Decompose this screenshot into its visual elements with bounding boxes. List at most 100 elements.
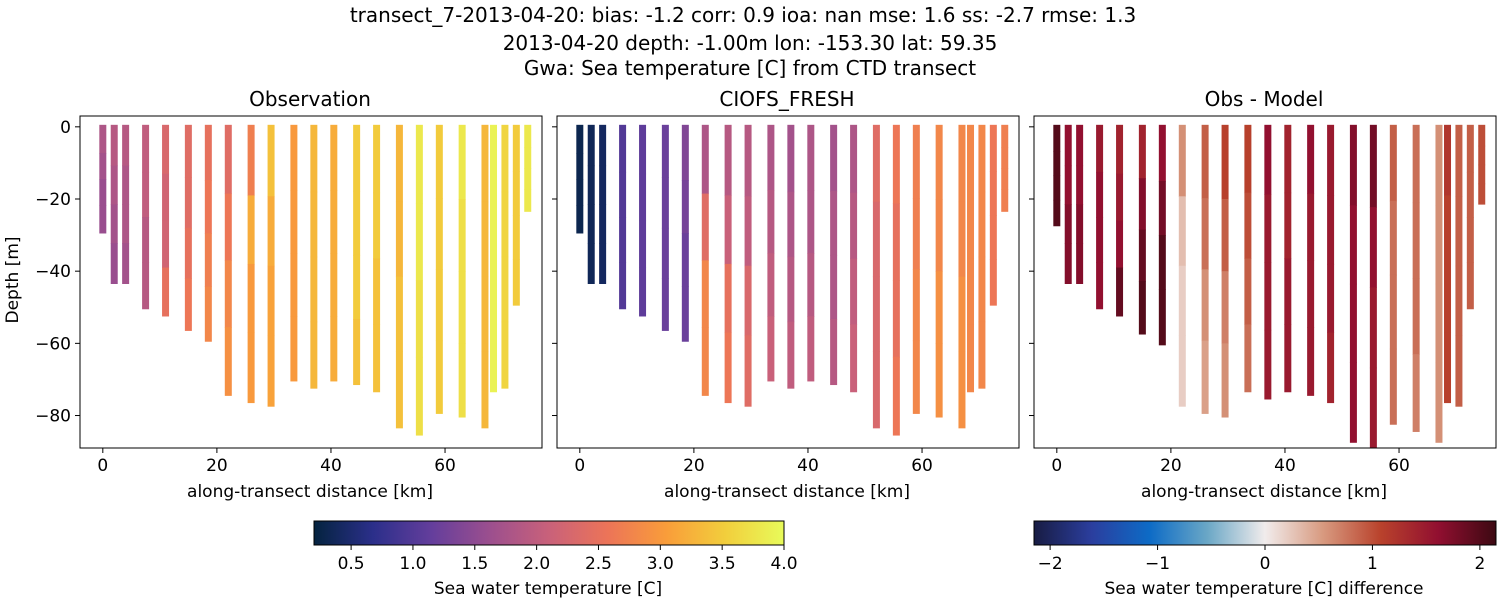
station-profile-segment (1455, 265, 1463, 336)
station-profile-segment (1478, 145, 1486, 166)
station-profile-segment (184, 177, 192, 229)
station-profile-segment (892, 203, 900, 281)
station-profile-segment (1455, 124, 1463, 197)
station-profile-segment (224, 327, 232, 396)
station-profile-segment (1455, 335, 1463, 407)
station-profile-segment (1201, 124, 1209, 199)
station-profile-segment (204, 286, 212, 342)
station-profile-segment (353, 318, 361, 386)
station-profile-segment (872, 276, 880, 352)
station-profiles (99, 124, 532, 436)
station-profile-segment (224, 124, 232, 195)
station-profile-segment (395, 201, 403, 278)
station-profile-segment (967, 258, 975, 325)
station-profile-segment (1178, 265, 1186, 336)
station-profile-segment (1369, 287, 1377, 369)
station-profile-segment (415, 280, 423, 358)
station-profile-segment (850, 324, 858, 393)
x-axis-label: along-transect distance [km] (664, 482, 910, 502)
station-profile-segment (1096, 217, 1104, 263)
station-profile-segment (481, 124, 489, 203)
station-profile-segment (490, 258, 498, 325)
station-profile-segment (1369, 367, 1377, 448)
station-profile-segment (481, 351, 489, 429)
station-profile-segment (122, 124, 130, 167)
station-profile-segment (1116, 267, 1124, 317)
plot-area: 0 20 40 60 (552, 115, 1020, 476)
plot-area: 0 20 40 60 (1029, 115, 1497, 476)
station-profile-segment (1284, 324, 1292, 393)
station-profile-segment (639, 220, 647, 269)
station-profile-segment (110, 204, 118, 244)
station-profile-segment (1412, 202, 1420, 279)
colorbar-tick-label: 3.5 (709, 554, 736, 574)
station-profile-segment (639, 173, 647, 222)
station-profile-segment (724, 195, 732, 265)
station-profile-segment (247, 332, 255, 404)
colorbar-tick-label: 2 (1474, 554, 1485, 574)
station-profile-segment (122, 204, 130, 244)
station-profile-segment (830, 190, 838, 256)
station-profile-segment (1001, 124, 1009, 149)
station-profile-segment (1444, 195, 1452, 265)
station-profile-segment (1064, 165, 1072, 205)
title-line-1: transect_7-2013-04-20: bias: -1.2 corr: … (350, 3, 1136, 27)
station-profile-segment (524, 147, 532, 169)
station-profile-segment (162, 173, 170, 222)
station-profile-segment (330, 316, 338, 382)
station-profile-segment (807, 124, 815, 191)
station-profile-segment (224, 260, 232, 328)
x-axis-label: along-transect distance [km] (187, 482, 433, 502)
station-profile-segment (267, 124, 275, 197)
x-tick-label: 60 (911, 456, 933, 476)
station-profile-segment (1412, 124, 1420, 204)
station-profile-segment (912, 124, 920, 199)
station-profile-segment (1284, 258, 1292, 325)
station-profile-segment (490, 124, 498, 194)
colorbar-temperature: 0.5 1.0 1.5 2.0 2.5 3.0 3.5 4.0 Sea water tempe… (313, 520, 798, 599)
station-profile-segment (912, 198, 920, 270)
station-profile-segment (1284, 192, 1292, 260)
station-profile-segment (1158, 124, 1166, 182)
station-profile-segment (701, 193, 709, 261)
station-profile-segment (415, 356, 423, 436)
station-profile-segment (807, 189, 815, 254)
station-profile-segment (290, 189, 298, 254)
station-profile-segment (744, 196, 752, 267)
station-profile-segment (267, 265, 275, 336)
station-profile-segment (744, 335, 752, 407)
station-profile-segment (1001, 168, 1009, 190)
station-profile-segment (224, 193, 232, 261)
station-profile-segment (599, 204, 607, 244)
station-profile-segment (512, 259, 520, 306)
station-profile-segment (576, 179, 584, 206)
station-profile-segment (395, 276, 403, 352)
station-profile-segment (435, 340, 443, 414)
colorbar-gradient (313, 520, 785, 546)
station-profile-segment (830, 124, 838, 192)
station-profile-segment (807, 253, 815, 317)
station-profile-segment (787, 321, 795, 389)
station-profile-segment (373, 192, 381, 260)
station-profile-segment (1076, 204, 1084, 244)
station-profile-segment (247, 263, 255, 334)
x-tick-label: 0 (574, 456, 585, 476)
station-profile-segment (639, 124, 647, 175)
station-profile-segment (395, 351, 403, 429)
station-profile-segment (204, 233, 212, 288)
station-profile-segment (681, 286, 689, 342)
station-profile-segment (1201, 198, 1209, 270)
station-profile-segment (184, 227, 192, 279)
station-profile-segment (599, 124, 607, 167)
x-tick-label: 0 (97, 456, 108, 476)
colorbar-scale: −2 −1 0 1 2 (1033, 520, 1497, 574)
station-profile-segment (1221, 199, 1229, 272)
station-profile-segment (353, 254, 361, 320)
station-profile-segment (1064, 204, 1072, 244)
station-profile-segment (935, 124, 943, 200)
station-profile-segment (1138, 178, 1146, 231)
colorbar-tick-label: 3.0 (647, 554, 674, 574)
station-profile-segment (247, 124, 255, 196)
y-tick-label: −60 (35, 334, 71, 354)
station-profile-segment (490, 324, 498, 393)
